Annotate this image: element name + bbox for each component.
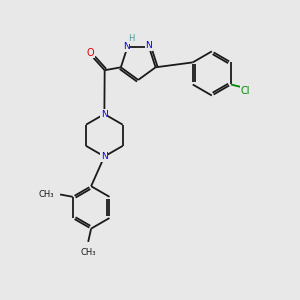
Text: Cl: Cl	[241, 86, 250, 96]
Text: CH₃: CH₃	[80, 248, 96, 257]
Text: H: H	[128, 34, 134, 43]
Text: N: N	[101, 110, 108, 118]
Text: O: O	[87, 48, 94, 58]
Text: CH₃: CH₃	[39, 190, 54, 199]
Text: N: N	[146, 41, 152, 50]
Text: N: N	[123, 42, 129, 51]
Text: N: N	[101, 152, 108, 161]
